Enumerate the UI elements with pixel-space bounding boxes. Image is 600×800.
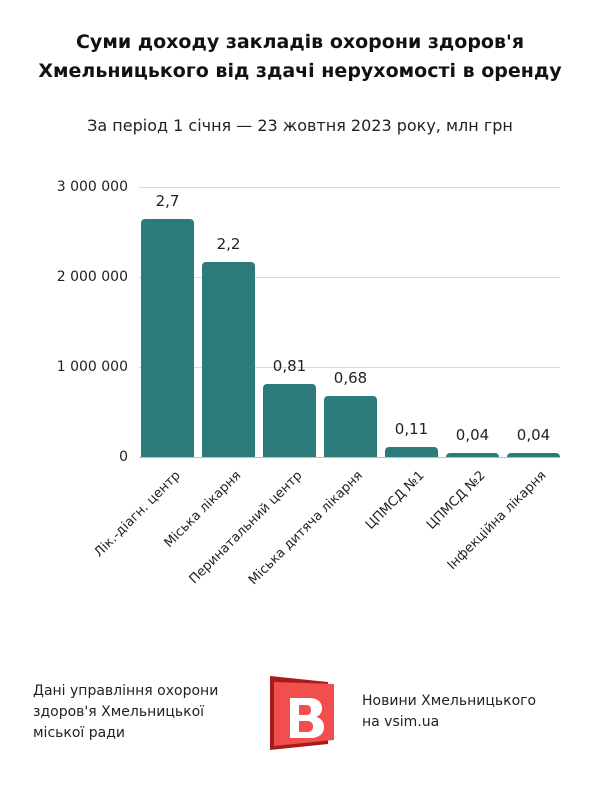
bar: [507, 453, 560, 457]
chart-title: Суми доходу закладів охорони здоров'я Хм…: [0, 28, 600, 86]
chart-title-line1: Суми доходу закладів охорони здоров'я: [75, 31, 525, 53]
data-source: Дані управління охорони здоров'я Хмельни…: [33, 681, 218, 744]
bar: [141, 218, 194, 457]
brand-credit: Новини Хмельницького на vsim.ua: [362, 691, 536, 733]
y-tick-label: 1 000 000: [56, 359, 128, 375]
y-tick-label: 2 000 000: [56, 269, 128, 285]
bar: [263, 384, 316, 457]
source-line2: здоров'я Хмельницької: [33, 704, 205, 720]
x-category-label: ЦПМСД №1: [362, 468, 428, 533]
bar: [385, 447, 438, 457]
chart-title-line2: Хмельницького від здачі нерухомості в ор…: [38, 60, 562, 82]
bar-chart: 3 000 000 2 000 000 1 000 000 0 2,7 Лік.-діаг…: [56, 179, 560, 589]
bar-value-label: 0,11: [394, 420, 429, 439]
bar: [202, 261, 255, 457]
bar-value-label: 2,7: [155, 191, 180, 210]
x-category-label: ЦПМСД №2: [423, 468, 489, 533]
brand-line2: на vsim.ua: [362, 714, 440, 730]
bar-value-label: 2,2: [216, 234, 241, 253]
gridline: [139, 457, 560, 458]
gridline: [139, 187, 560, 188]
y-tick-label: 0: [119, 449, 128, 465]
x-category-label: Перинатальний центр: [186, 468, 305, 588]
bar-value-label: 0,04: [516, 426, 551, 444]
x-category-label: Міська дитяча лікарня: [245, 468, 366, 589]
bar-value-label: 0,68: [333, 368, 368, 387]
chart-subtitle: За період 1 січня — 23 жовтня 2023 року,…: [87, 116, 513, 135]
bar-value-label: 0,81: [272, 357, 307, 376]
bar-value-label: 0,04: [455, 426, 490, 444]
brand-line1: Новини Хмельницького: [362, 693, 537, 709]
gridline: [139, 277, 560, 278]
y-tick-label: 3 000 000: [56, 179, 128, 195]
bar: [324, 395, 377, 457]
x-category-label: Інфекційна лікарня: [444, 468, 549, 573]
vsim-logo-icon: [270, 676, 334, 750]
source-line1: Дані управління охорони: [33, 683, 219, 699]
gridline: [139, 367, 560, 368]
bar: [446, 453, 499, 457]
source-line3: міської ради: [33, 725, 126, 741]
